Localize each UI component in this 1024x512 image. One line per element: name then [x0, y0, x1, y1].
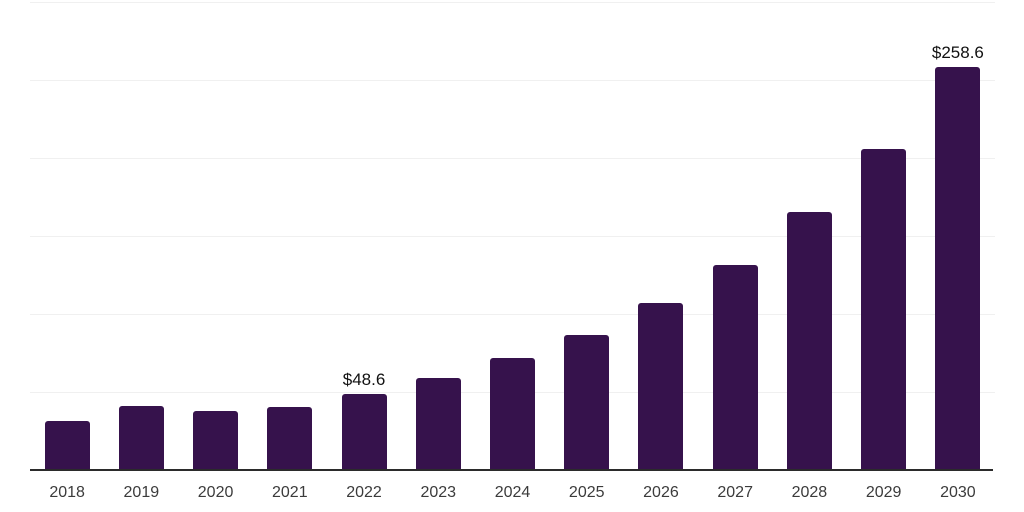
- bar-2028[interactable]: [786, 211, 832, 470]
- bar-2025[interactable]: [564, 334, 610, 470]
- gridline: [30, 314, 995, 315]
- bar-2020[interactable]: [193, 411, 239, 470]
- gridline: [30, 80, 995, 81]
- bar-2018[interactable]: [44, 421, 90, 470]
- bar-2023[interactable]: [415, 378, 461, 470]
- bar-2029[interactable]: [861, 149, 907, 470]
- x-tick-2024: 2024: [494, 484, 531, 501]
- x-tick-2025: 2025: [568, 484, 605, 501]
- x-axis-line: [30, 469, 993, 471]
- bar-2030[interactable]: [935, 66, 981, 470]
- x-tick-2030: 2030: [940, 484, 976, 501]
- bar-2024[interactable]: [490, 358, 535, 470]
- gridline: [30, 2, 995, 3]
- gridline: [30, 158, 995, 159]
- x-tick-2026: 2026: [643, 484, 679, 501]
- x-tick-2020: 2020: [197, 484, 234, 501]
- bar-2022[interactable]: [341, 394, 387, 470]
- gridline: [30, 236, 995, 237]
- bar-2027[interactable]: [712, 264, 758, 470]
- x-tick-2018: 2018: [49, 484, 85, 501]
- x-tick-2021: 2021: [272, 484, 308, 501]
- data-label-2022: $48.6: [342, 370, 386, 390]
- x-tick-2028: 2028: [791, 484, 828, 501]
- data-label-2030: $258.6: [931, 42, 984, 62]
- bar-2026[interactable]: [638, 302, 684, 470]
- bar-2019[interactable]: [118, 406, 164, 470]
- x-tick-2022: 2022: [346, 484, 382, 501]
- x-tick-2019: 2019: [123, 484, 160, 501]
- bar-2021[interactable]: [267, 407, 313, 470]
- x-tick-2027: 2027: [717, 484, 753, 501]
- x-tick-2023: 2023: [420, 484, 457, 501]
- x-tick-2029: 2029: [865, 484, 902, 501]
